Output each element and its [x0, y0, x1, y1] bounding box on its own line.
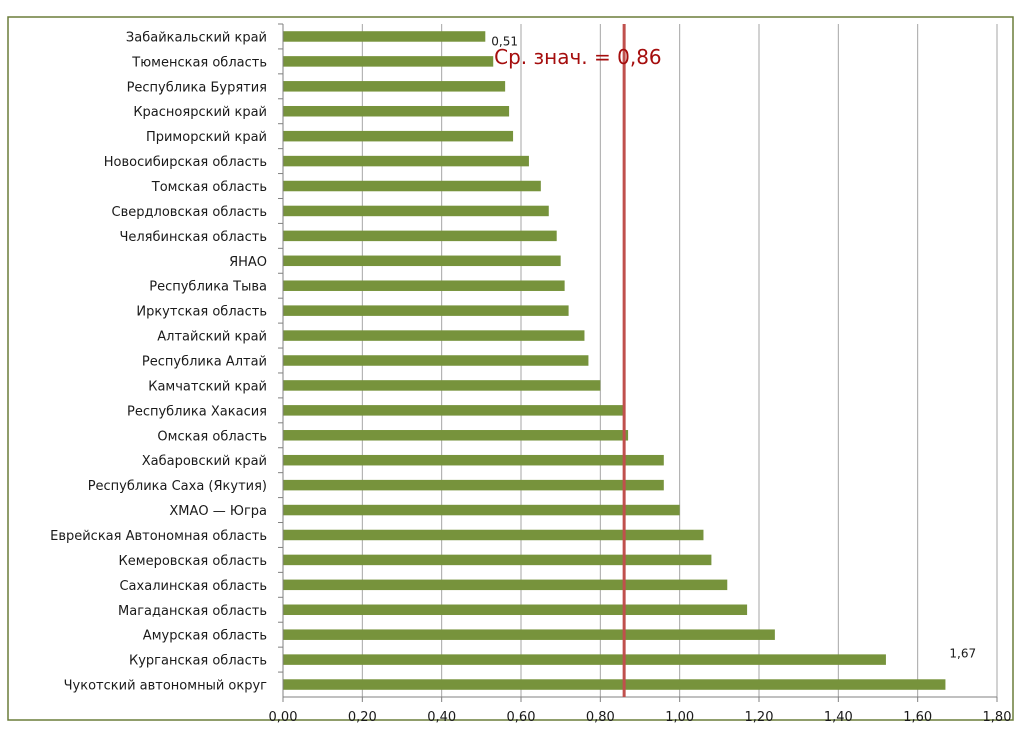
- bar: [283, 105, 510, 117]
- category-label: Сахалинская область: [119, 579, 267, 594]
- bar: [283, 654, 886, 665]
- bar: [283, 629, 775, 640]
- bars: [283, 31, 946, 690]
- bar: [283, 554, 712, 566]
- bar: [283, 31, 486, 42]
- category-label: Омская область: [157, 429, 267, 444]
- bar: [283, 155, 529, 167]
- category-label: Чукотский автономный округ: [64, 679, 268, 694]
- category-label: Свердловская область: [112, 205, 267, 220]
- mean-marker: Ср. знач. = 0,86: [494, 24, 662, 697]
- bar: [283, 255, 561, 267]
- bar: [283, 180, 541, 192]
- category-label: Новосибирская область: [104, 155, 267, 170]
- x-tick-label: 0,60: [507, 710, 536, 725]
- bar: [283, 504, 680, 516]
- category-label: ЯНАО: [229, 255, 267, 270]
- axes: 0,00 0,20 0,40 0,60 0,80 1,00 1,20 1,40 1,60 1,80: [269, 23, 1012, 725]
- category-label: Камчатский край: [148, 379, 267, 394]
- bar: [283, 305, 569, 316]
- category-label: Челябинская область: [119, 230, 267, 245]
- category-label: Томская область: [151, 180, 267, 195]
- category-label: Республика Бурятия: [127, 80, 267, 95]
- x-tick-label: 1,40: [824, 710, 853, 725]
- category-label: Тюменская область: [131, 55, 267, 70]
- bar: [283, 405, 625, 416]
- bar: [283, 529, 704, 541]
- category-label: Магаданская область: [118, 604, 267, 619]
- category-label: Республика Тыва: [149, 280, 267, 295]
- bar: [283, 355, 589, 366]
- category-label: Еврейская Автономная область: [50, 529, 267, 544]
- x-tick-label: 1,60: [903, 710, 932, 725]
- x-tick-label: 0,40: [427, 710, 456, 725]
- bar: [283, 604, 748, 616]
- x-tick-label: 1,20: [745, 710, 774, 725]
- category-label: Забайкальский край: [126, 30, 267, 45]
- category-label: Республика Хакасия: [127, 404, 267, 419]
- category-label: Хабаровский край: [142, 454, 267, 469]
- bar: [283, 330, 585, 341]
- x-tick-label: 0,20: [348, 710, 377, 725]
- bar: [283, 430, 629, 441]
- mean-label: Ср. знач. = 0,86: [494, 45, 662, 69]
- category-label: Республика Алтай: [142, 355, 267, 370]
- labels: Забайкальский край Тюменская область Респу…: [50, 30, 976, 693]
- bar: [283, 280, 565, 291]
- data-label: 0,51: [491, 34, 518, 48]
- category-label: Курганская область: [129, 654, 267, 669]
- x-tick-label: 1,00: [665, 710, 694, 725]
- category-label: Амурская область: [143, 629, 267, 644]
- bar: [283, 679, 946, 690]
- chart-border: [7, 16, 1014, 721]
- category-label: Республика Саха (Якутия): [88, 479, 267, 494]
- bar: [283, 205, 549, 217]
- bar: [283, 230, 557, 242]
- category-label: Приморский край: [146, 130, 267, 145]
- bar: [283, 454, 664, 466]
- bar: [283, 130, 514, 142]
- x-tick-label: 1,80: [983, 710, 1012, 725]
- bar: [283, 56, 494, 67]
- bar: [283, 579, 728, 591]
- bar: [283, 81, 506, 92]
- category-label: Иркутская область: [136, 305, 267, 320]
- category-label: ХМАО — Югра: [169, 504, 267, 519]
- bar: [283, 380, 601, 391]
- x-tick-label: 0,00: [269, 710, 298, 725]
- data-label: 1,67: [949, 647, 976, 661]
- bar: [283, 479, 664, 491]
- category-label: Алтайский край: [157, 330, 267, 345]
- category-label: Кемеровская область: [119, 554, 267, 569]
- x-tick-label: 0,80: [586, 710, 615, 725]
- category-label: Красноярский край: [133, 105, 267, 120]
